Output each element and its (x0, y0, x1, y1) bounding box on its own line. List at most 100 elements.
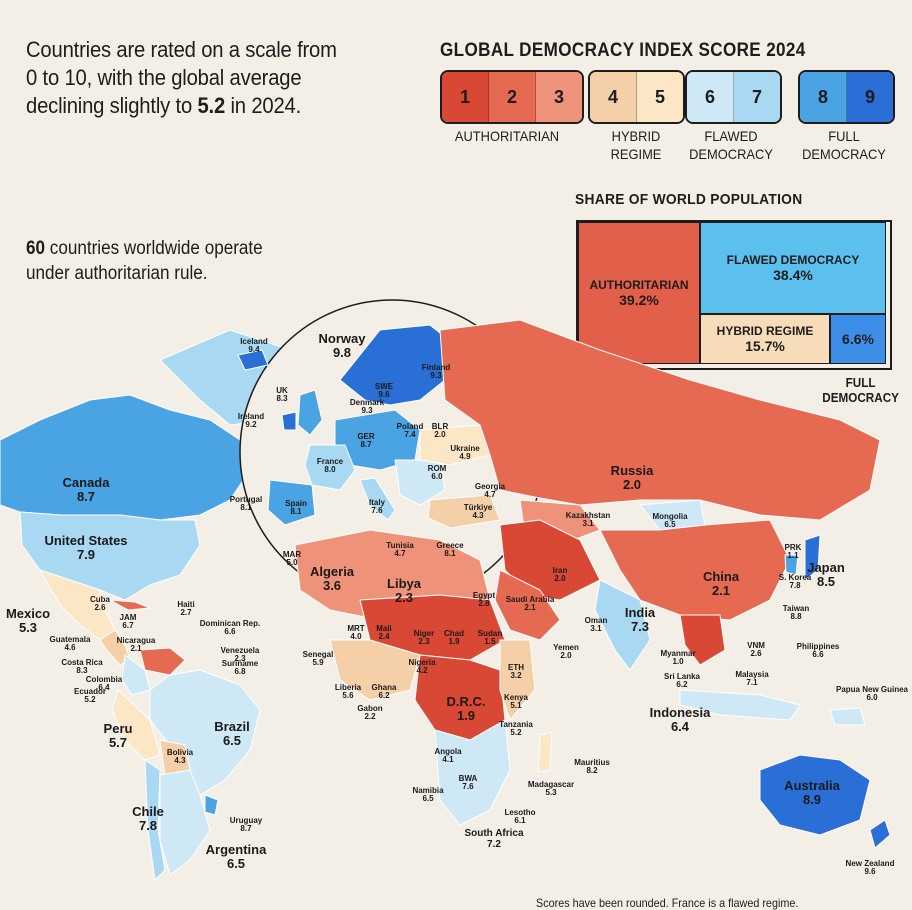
country-name: VNM (747, 641, 765, 650)
country-score: 1.5 (484, 637, 496, 647)
country-score: 9.3 (430, 371, 442, 381)
country-score: 5.3 (545, 788, 557, 798)
category-label-1: HYBRID REGIME (581, 127, 691, 163)
country-label-cuba: Cuba 2.6 (90, 595, 110, 613)
country-name: Russia (610, 463, 654, 478)
country-score: 8.7 (360, 440, 372, 450)
country-score: 6.8 (234, 667, 246, 677)
country-score: 8.2 (586, 766, 598, 776)
country-label-sudan: Sudan 1.5 (478, 629, 502, 647)
country-name: Algeria (309, 564, 355, 579)
country-score: 2.0 (560, 651, 572, 661)
country-score: 9.3 (361, 406, 373, 416)
category-label-line: DEMOCRACY (689, 146, 773, 162)
country-label-venezuela: Venezuela 2.3 (221, 646, 260, 664)
country-name: Ghana (371, 683, 397, 692)
country-label-norway: Norway 9.8 (319, 332, 366, 359)
country-name: Argentina (205, 842, 267, 857)
country-label-taiwan: Taiwan 8.8 (782, 604, 810, 622)
country-name: Ireland (237, 412, 265, 421)
country-name: Tanzania (499, 720, 533, 729)
region-italy (359, 477, 396, 521)
country-score: 5.7 (108, 734, 128, 750)
country-score: 2.2 (364, 712, 376, 722)
country-label-nicaragua: Nicaragua 2.1 (116, 636, 156, 654)
country-label-mar: MAR 5.0 (283, 550, 301, 568)
region-ukraine (419, 424, 491, 466)
country-score: 1.9 (456, 707, 476, 723)
country-name: New Zealand (845, 859, 895, 868)
country-name: Australia (784, 778, 840, 793)
country-name: Kazakhstan (565, 511, 611, 520)
country-label-peru: Peru 5.7 (104, 722, 133, 749)
country-name: Nicaragua (116, 636, 156, 645)
country-label-chile: Chile 7.8 (132, 805, 164, 832)
category-label-line: HYBRID (611, 128, 661, 144)
country-label-japan: Japan 8.5 (807, 561, 845, 588)
region-southern-africa (434, 719, 511, 826)
authoritarian-note-line-1: 60 countries worldwide operate (26, 236, 263, 261)
country-score: 6.0 (866, 693, 878, 703)
region-venezuela (139, 647, 186, 676)
region-argentina (159, 769, 211, 876)
country-label-ghana: Ghana 6.2 (371, 683, 397, 701)
country-name: Gabon (357, 704, 383, 713)
country-label-papua-new-guinea: Papua New Guinea 6.0 (835, 685, 909, 703)
treemap-hybrid: HYBRID REGIME 15.7% (700, 314, 830, 364)
country-score: 4.9 (459, 452, 471, 462)
authoritarian-note-suffix: countries worldwide operate (45, 238, 263, 259)
country-score: 6.2 (378, 691, 390, 701)
country-label-iceland: Iceland 9.4 (240, 337, 268, 355)
country-score: 7.9 (76, 546, 96, 562)
country-score: 9.2 (245, 420, 257, 430)
country-label-chad: Chad 1.9 (444, 629, 464, 647)
country-name: Indonesia (649, 705, 711, 720)
country-score: 8.7 (240, 824, 252, 834)
country-score: 2.1 (524, 603, 536, 613)
country-name: China (702, 569, 740, 584)
country-name: Norway (318, 331, 366, 346)
country-label-saudi-arabia: Saudi Arabia 2.1 (506, 595, 555, 613)
country-score: 8.3 (276, 394, 288, 404)
country-label-bolivia: Bolivia 4.3 (167, 748, 193, 766)
country-score: 1.0 (672, 657, 684, 667)
country-score: 6.0 (431, 472, 443, 482)
region-indonesia (679, 689, 801, 721)
country-label-myanmar: Myanmar 1.0 (660, 649, 695, 667)
country-score: 8.1 (240, 503, 252, 513)
country-score: 2.0 (622, 476, 642, 492)
country-name: Denmark (349, 398, 385, 407)
country-score: 2.3 (234, 654, 246, 664)
treemap-full: 6.6% (830, 314, 886, 364)
country-label-portugal: Portugal 8.1 (230, 495, 262, 513)
country-label-poland: Poland 7.4 (397, 422, 424, 440)
country-score: 6.4 (670, 718, 690, 734)
country-score: 4.1 (442, 755, 454, 765)
region-france (304, 444, 356, 491)
region-india (594, 579, 651, 671)
country-name: ROM (427, 464, 447, 473)
category-label-line: AUTHORITARIAN (454, 128, 560, 144)
country-label-united-states: United States 7.9 (44, 534, 127, 561)
country-label-new-zealand: New Zealand 9.6 (845, 859, 895, 877)
region-ireland (281, 411, 297, 431)
country-score: 4.7 (394, 549, 406, 559)
country-name: France (316, 457, 344, 466)
category-label-line: REGIME (610, 146, 662, 162)
region-new-zealand (869, 819, 891, 849)
country-name: Yemen (553, 643, 579, 652)
country-name: PRK (784, 543, 802, 552)
country-label-italy: Italy 7.6 (369, 498, 385, 516)
region-madagascar (537, 731, 553, 773)
country-name: Taiwan (782, 604, 810, 613)
country-score: 2.8 (478, 599, 490, 609)
country-label-liberia: Liberia 5.6 (335, 683, 361, 701)
share-title: SHARE OF WORLD POPULATION (575, 191, 803, 208)
country-label-bwa: BWA 7.6 (459, 774, 478, 792)
country-label-s-korea: S. Korea 7.8 (779, 573, 811, 591)
country-score: 5.2 (84, 695, 96, 705)
country-name: Papua New Guinea (835, 685, 909, 694)
country-name: Guatemala (49, 635, 91, 644)
